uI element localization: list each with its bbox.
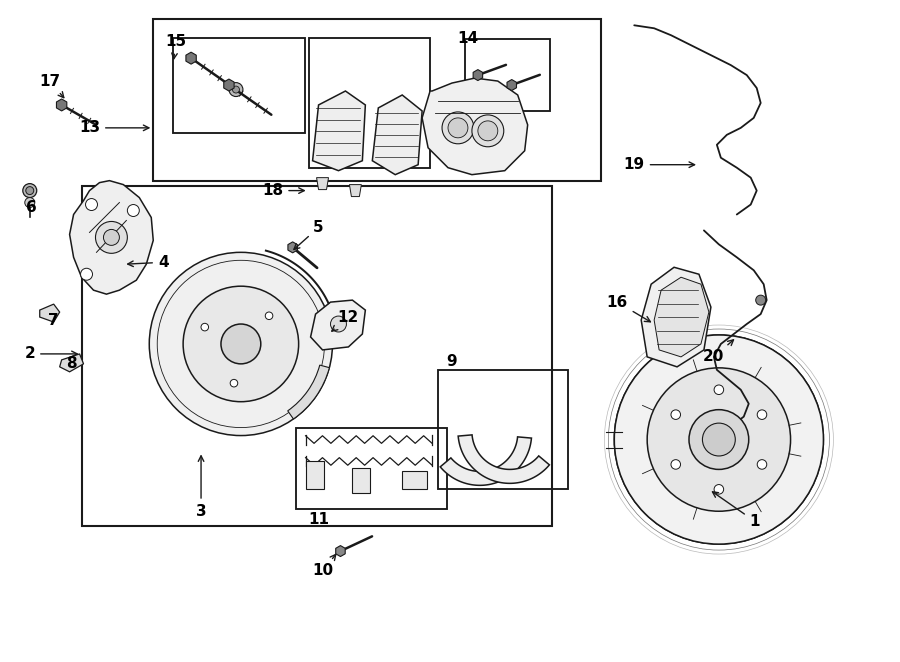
Text: 18: 18: [262, 183, 304, 198]
Polygon shape: [422, 78, 527, 175]
Bar: [296, 428, 447, 509]
Polygon shape: [507, 79, 517, 91]
Polygon shape: [186, 52, 196, 64]
Polygon shape: [440, 437, 532, 485]
Bar: [353, 469, 370, 493]
Polygon shape: [224, 79, 234, 91]
Text: 3: 3: [195, 456, 206, 519]
Text: 13: 13: [79, 120, 148, 135]
Circle shape: [442, 112, 474, 144]
Polygon shape: [641, 267, 711, 367]
Polygon shape: [458, 435, 549, 483]
Text: 16: 16: [607, 295, 651, 322]
Circle shape: [756, 295, 766, 305]
Text: 1: 1: [713, 492, 760, 529]
Circle shape: [448, 118, 468, 138]
Text: 6: 6: [26, 200, 37, 215]
Polygon shape: [59, 354, 84, 372]
Circle shape: [183, 286, 299, 402]
Polygon shape: [310, 300, 365, 350]
Circle shape: [230, 379, 238, 387]
Polygon shape: [654, 277, 709, 357]
Circle shape: [615, 335, 824, 544]
Bar: [153, 19, 601, 181]
Polygon shape: [336, 545, 346, 557]
Text: 8: 8: [67, 356, 76, 371]
Polygon shape: [312, 91, 365, 171]
Circle shape: [671, 459, 680, 469]
Circle shape: [757, 459, 767, 469]
Circle shape: [689, 410, 749, 469]
Bar: [309, 38, 430, 167]
Text: 10: 10: [312, 555, 336, 579]
Circle shape: [714, 385, 724, 395]
Text: 19: 19: [624, 157, 695, 172]
Circle shape: [86, 199, 97, 211]
Circle shape: [128, 205, 140, 216]
Polygon shape: [373, 95, 422, 175]
Circle shape: [647, 368, 790, 511]
Circle shape: [22, 183, 37, 197]
Polygon shape: [57, 99, 67, 111]
Circle shape: [229, 83, 243, 97]
Text: 15: 15: [166, 34, 186, 59]
Circle shape: [26, 187, 34, 195]
Polygon shape: [349, 185, 362, 197]
Circle shape: [714, 485, 724, 494]
Bar: [306, 461, 323, 489]
Text: 5: 5: [294, 220, 324, 250]
Circle shape: [221, 324, 261, 364]
Circle shape: [104, 230, 120, 246]
Bar: [465, 39, 550, 111]
Bar: [82, 185, 552, 526]
Polygon shape: [288, 242, 297, 253]
Circle shape: [757, 410, 767, 420]
Polygon shape: [40, 304, 59, 322]
Bar: [402, 471, 428, 489]
Text: 12: 12: [332, 310, 359, 331]
Circle shape: [478, 121, 498, 141]
Circle shape: [671, 410, 680, 420]
Circle shape: [95, 222, 128, 254]
Bar: [438, 370, 568, 489]
Text: 2: 2: [24, 346, 77, 361]
Circle shape: [25, 197, 35, 207]
Polygon shape: [317, 177, 328, 189]
Circle shape: [201, 323, 209, 331]
Polygon shape: [69, 181, 153, 294]
Circle shape: [232, 86, 239, 93]
Text: 11: 11: [308, 512, 329, 527]
Circle shape: [702, 423, 735, 456]
Circle shape: [81, 268, 93, 280]
Circle shape: [266, 312, 273, 320]
Text: 4: 4: [128, 255, 168, 270]
Bar: [173, 38, 304, 133]
Circle shape: [149, 252, 332, 436]
Text: 14: 14: [457, 30, 479, 46]
Polygon shape: [473, 70, 482, 81]
Circle shape: [472, 115, 504, 147]
Text: 7: 7: [49, 312, 59, 328]
Text: 9: 9: [446, 354, 457, 369]
Text: 17: 17: [39, 73, 64, 98]
Circle shape: [330, 316, 346, 332]
Wedge shape: [288, 365, 329, 419]
Text: 20: 20: [703, 340, 733, 364]
